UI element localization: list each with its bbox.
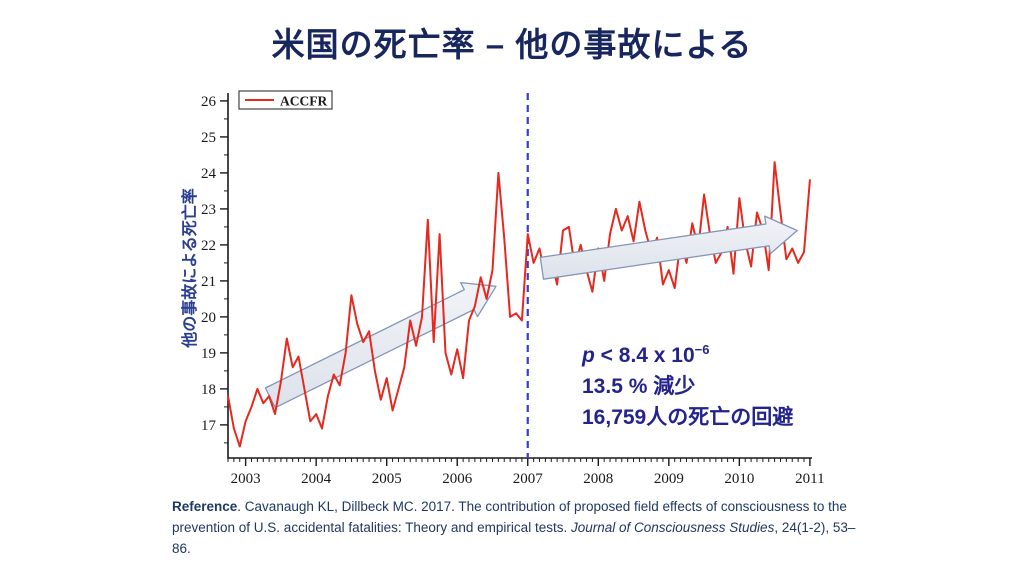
y-tick-label: 18	[201, 382, 216, 398]
stats-annotation: p < 8.4 x 10−6 13.5 % 減少 16,759人の死亡の回避	[582, 334, 793, 433]
y-tick-label: 19	[201, 346, 216, 362]
chart-svg: 17 18 19 20 21 22 23 24 25 26 2003 2004 2005 2006 2007…	[201, 90, 825, 487]
x-tick-label: 2011	[795, 471, 824, 487]
reference-note: Reference. Cavanaugh KL, Dillbeck MC. 20…	[172, 496, 872, 559]
trend-arrow	[264, 281, 497, 409]
x-tick-label: 2007	[513, 471, 544, 487]
trend-arrow	[539, 215, 798, 280]
y-tick-label: 22	[201, 238, 216, 254]
stat-deaths-averted: 16,759人の死亡の回避	[582, 406, 794, 429]
slide-title: 米国の死亡率 – 他の事故による	[271, 26, 753, 63]
stat-p-value: p < 8.4 x 10−6	[582, 342, 710, 367]
x-tick-label: 2004	[301, 471, 332, 487]
reference-line-2: prevention of U.S. accidental fatalities…	[172, 520, 856, 556]
y-tick-label: 20	[201, 310, 216, 326]
y-tick-label: 21	[201, 274, 216, 290]
legend-box	[238, 90, 333, 110]
x-tick-label: 2008	[583, 471, 613, 487]
y-tick-label: 23	[201, 202, 216, 218]
x-tick-label: 2010	[724, 471, 754, 487]
y-tick-label: 17	[201, 418, 217, 434]
legend-label: ACCFR	[280, 94, 327, 109]
x-tick-label: 2006	[442, 471, 473, 487]
stat-percent-reduction: 13.5 % 減少	[582, 375, 696, 398]
x-tick-label: 2009	[654, 471, 684, 487]
y-tick-label: 24	[201, 166, 217, 182]
chart: 17 18 19 20 21 22 23 24 25 26 2003 2004 2005 2006 2007…	[170, 80, 830, 490]
y-tick-label: 26	[201, 94, 217, 110]
y-tick-label: 25	[201, 130, 216, 146]
x-tick-label: 2005	[372, 471, 402, 487]
x-tick-label: 2003	[231, 471, 261, 487]
reference-line-1: Reference. Cavanaugh KL, Dillbeck MC. 20…	[172, 499, 847, 514]
